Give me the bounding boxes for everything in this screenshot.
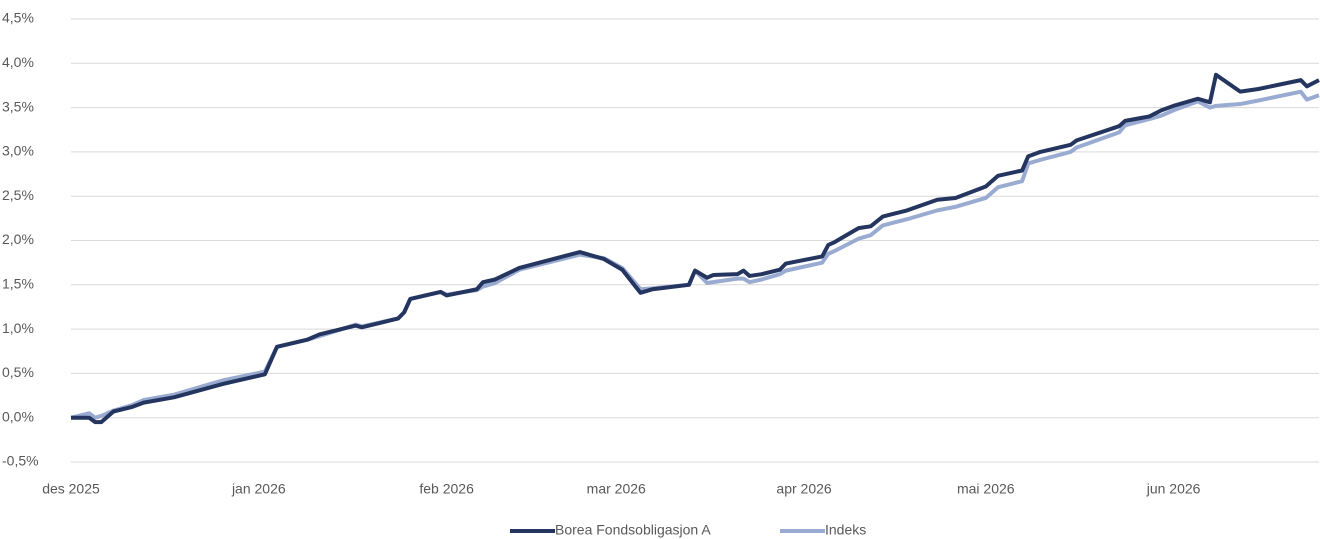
x-tick-label: feb 2026 <box>419 481 474 497</box>
y-tick-label: 4,5% <box>2 10 34 26</box>
x-tick-label: mar 2026 <box>587 481 646 497</box>
x-tick-label: apr 2026 <box>776 481 831 497</box>
y-tick-label: 3,0% <box>2 143 34 159</box>
x-tick-label: des 2025 <box>42 481 100 497</box>
legend-label: Borea Fondsobligasjon A <box>555 522 711 538</box>
y-tick-label: 2,5% <box>2 187 34 203</box>
y-tick-label: 0,0% <box>2 408 34 424</box>
y-tick-label: 3,5% <box>2 98 34 114</box>
y-tick-label: -0,5% <box>2 453 39 469</box>
y-tick-label: 2,0% <box>2 231 34 247</box>
x-tick-label: mai 2026 <box>957 481 1015 497</box>
y-tick-label: 1,0% <box>2 320 34 336</box>
x-tick-label: jan 2026 <box>231 481 286 497</box>
series-line <box>70 89 1320 420</box>
legend-label: Indeks <box>825 522 866 538</box>
y-tick-label: 1,5% <box>2 276 34 292</box>
x-tick-label: jun 2026 <box>1146 481 1201 497</box>
y-tick-label: 0,5% <box>2 364 34 380</box>
y-tick-label: 4,0% <box>2 54 34 70</box>
series-line <box>71 72 1320 425</box>
